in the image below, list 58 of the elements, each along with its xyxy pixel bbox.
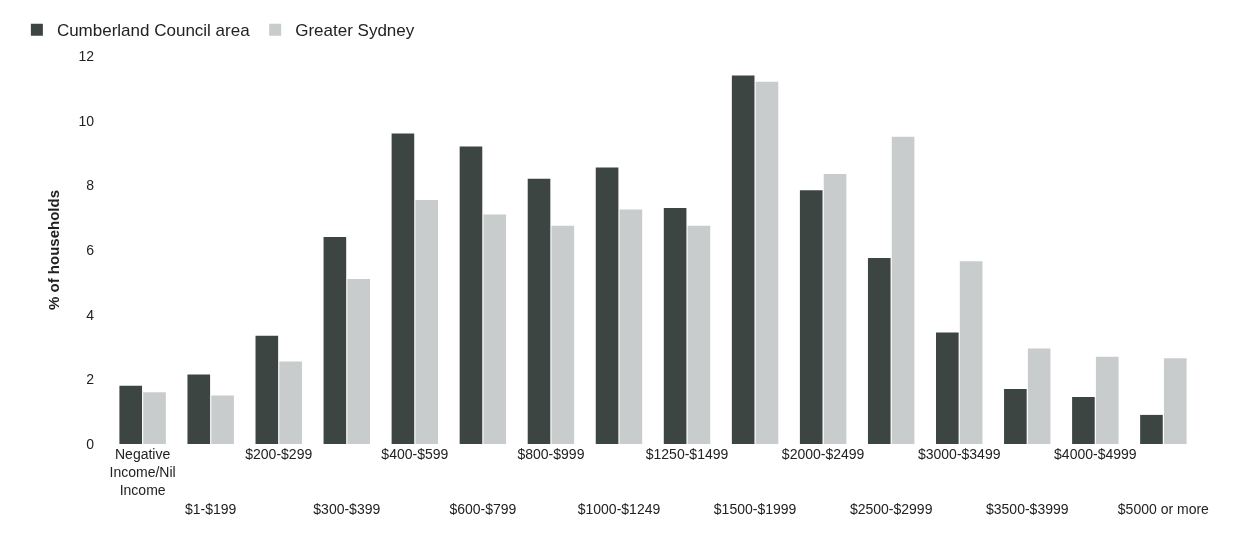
bar (415, 199, 439, 444)
bar (255, 335, 279, 444)
bar (527, 178, 551, 444)
bar (755, 81, 779, 444)
x-tick-label: $3000-$3499 (917, 446, 1001, 462)
x-tick-label: $1500-$1999 (713, 500, 797, 517)
x-tick-label: $3500-$3999 (986, 500, 1069, 517)
bar (119, 385, 143, 444)
y-tick-label: 12 (78, 47, 95, 64)
bar (1163, 358, 1187, 444)
x-tick-label: $400-$599 (381, 446, 449, 462)
bar (1004, 389, 1027, 444)
x-tick-label: $2000-$2499 (781, 446, 865, 462)
x-tick-label: $1000-$1249 (577, 500, 661, 517)
legend-label: Cumberland Council area (56, 21, 251, 41)
x-tick-label: $1250-$1499 (645, 446, 729, 462)
y-tick-label: 8 (86, 177, 95, 194)
bar (347, 279, 370, 444)
bar (1140, 414, 1163, 444)
bar (551, 225, 575, 444)
bar (595, 167, 619, 444)
y-axis-title: % of households (44, 190, 62, 310)
x-tick-label: Negative Income/Nil Income (109, 446, 176, 499)
bar (823, 174, 847, 444)
x-tick-label: $1-$199 (184, 500, 237, 517)
bar (143, 392, 166, 444)
y-tick-label: 0 (86, 435, 95, 452)
bar (799, 190, 823, 444)
x-tick-label: $300-$399 (313, 500, 381, 517)
bar (459, 146, 483, 444)
bar (867, 258, 891, 444)
x-tick-label: $800-$999 (517, 446, 585, 462)
bar (959, 261, 983, 444)
bar (936, 332, 959, 444)
bar (1095, 356, 1119, 444)
x-tick-label: $4000-$4999 (1054, 446, 1137, 462)
bar (279, 361, 302, 444)
y-tick-label: 6 (86, 241, 95, 258)
bar (663, 207, 687, 444)
bar (391, 133, 415, 444)
bar (187, 374, 211, 444)
bar (323, 237, 347, 444)
bar (1027, 348, 1051, 444)
x-tick-label: $5000 or more (1117, 500, 1210, 517)
bar (687, 225, 711, 444)
x-tick-label: $600-$799 (449, 500, 517, 517)
bar (1072, 397, 1095, 444)
bar (483, 214, 507, 444)
bar (619, 209, 643, 444)
x-tick-label: $200-$299 (245, 446, 313, 462)
y-tick-label: 10 (78, 112, 95, 129)
x-tick-label: $2500-$2999 (849, 500, 933, 517)
y-tick-label: 4 (86, 306, 95, 323)
bar (891, 136, 915, 444)
y-tick-label: 2 (86, 371, 95, 388)
bar (731, 75, 755, 444)
bar (211, 395, 234, 444)
legend-label: Greater Sydney (295, 21, 415, 41)
